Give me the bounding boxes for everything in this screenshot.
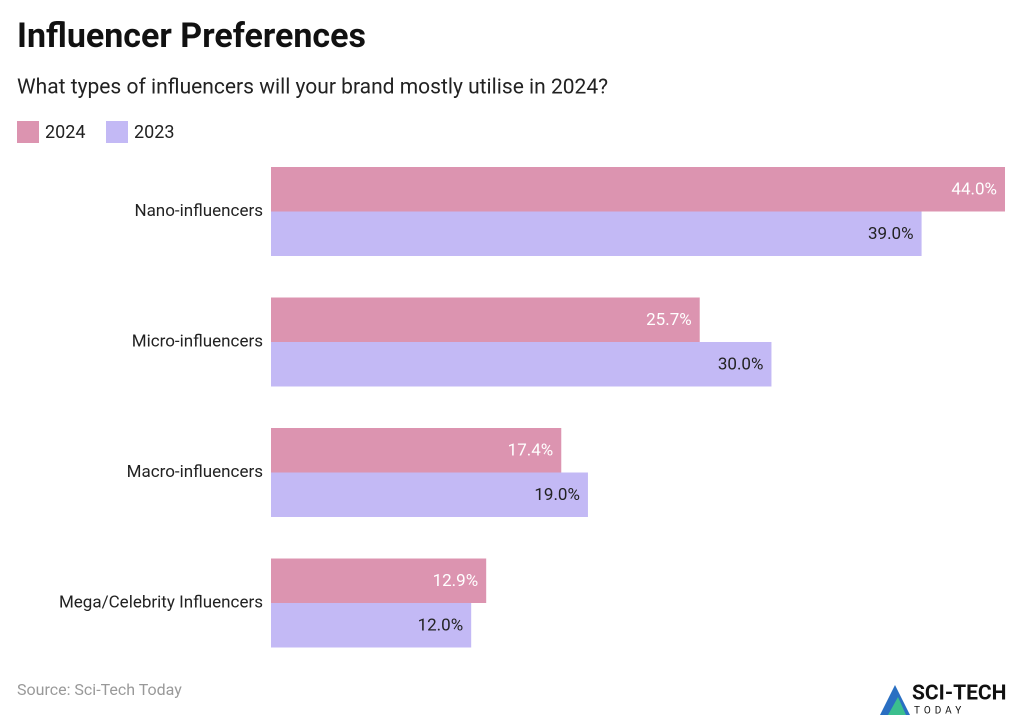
bar [271, 211, 922, 256]
logo-icon [888, 697, 906, 715]
logo-tagline: TODAY [914, 706, 965, 717]
legend-swatch [106, 121, 128, 143]
data-label: 30.0% [718, 355, 764, 375]
data-label: 39.0% [868, 224, 914, 244]
y-tick-label: Mega/Celebrity Influencers [59, 592, 263, 612]
bar [271, 603, 472, 648]
legend-label: 2024 [45, 122, 85, 143]
logo: SCI-TECH TODAY [880, 682, 1006, 717]
data-label: 12.9% [433, 571, 479, 591]
chart-title: Influencer Preferences [17, 16, 366, 56]
bar [271, 342, 772, 387]
source: Source: Sci-Tech Today [17, 680, 182, 699]
bar [271, 558, 487, 603]
bar [271, 428, 562, 473]
y-tick-label: Macro-influencers [127, 462, 263, 482]
data-label: 17.4% [508, 441, 554, 461]
chart-subtitle: What types of influencers will your bran… [17, 76, 608, 100]
data-label: 19.0% [534, 485, 580, 505]
y-tick-label: Micro-influencers [132, 331, 263, 351]
bar [271, 472, 588, 517]
logo-name: SCI-TECH [912, 682, 1006, 706]
data-label: 44.0% [951, 180, 997, 200]
legend-swatch [17, 121, 39, 143]
legend-label: 2023 [134, 122, 174, 143]
bar [271, 167, 1005, 212]
bar [271, 297, 700, 342]
data-label: 12.0% [418, 616, 464, 636]
y-tick-label: Nano-influencers [134, 201, 263, 221]
data-label: 25.7% [646, 310, 692, 330]
